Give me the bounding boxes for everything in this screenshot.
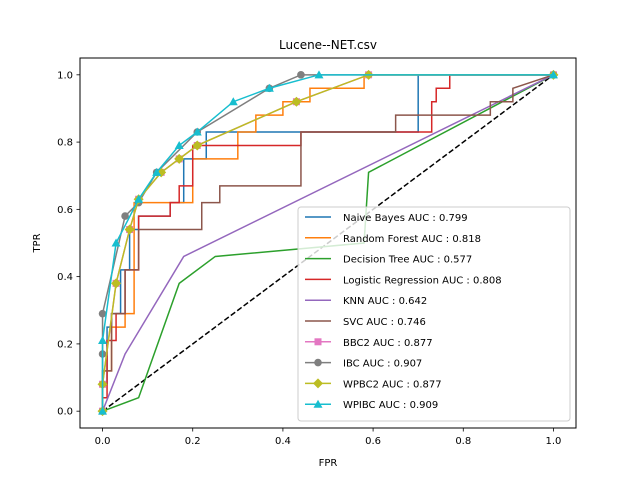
legend-label-6: BBC2 AUC : 0.877 — [343, 338, 433, 349]
series-7-point-3 — [121, 212, 129, 220]
series-8-point-6 — [174, 153, 185, 164]
series-line-4 — [101, 74, 554, 412]
series-9-point-4 — [152, 167, 162, 176]
legend-label-7: IBC AUC : 0.907 — [343, 359, 422, 370]
legend-label-3: Logistic Regression AUC : 0.808 — [343, 275, 502, 286]
series-8-point-8 — [291, 96, 302, 107]
series-7-point-8 — [297, 71, 305, 79]
x-axis-label: FPR — [319, 458, 338, 469]
legend-label-5: SVC AUC : 0.746 — [343, 317, 426, 328]
x-tick-label-2: 0.4 — [275, 436, 291, 447]
series-9-point-1 — [98, 336, 108, 345]
series-line-2 — [102, 74, 554, 412]
y-tick-label-1: 0.2 — [57, 339, 73, 350]
series-9-point-8 — [264, 83, 274, 92]
series-9-point-0 — [98, 406, 108, 415]
y-tick-label-5: 1.0 — [57, 70, 73, 81]
series-9-point-3 — [134, 194, 144, 203]
series-8-point-3 — [124, 224, 135, 235]
x-tick-label-3: 0.6 — [365, 436, 381, 447]
legend: Naive Bayes AUC : 0.799 Random Forest AUC… — [297, 206, 571, 422]
y-tick-label-3: 0.6 — [57, 205, 73, 216]
legend-label-0: Naive Bayes AUC : 0.799 — [343, 213, 468, 224]
series-group — [97, 69, 559, 417]
legend-label-2: Decision Tree AUC : 0.577 — [343, 255, 472, 266]
y-tick-label-2: 0.4 — [57, 272, 73, 283]
legend-marker-7 — [314, 358, 322, 367]
x-tick-label-5: 1.0 — [546, 436, 562, 447]
series-9-point-9 — [314, 70, 324, 79]
series-7-point-2 — [98, 309, 107, 318]
y-tick-label-0: 0.0 — [57, 407, 73, 418]
series-9-point-5 — [174, 140, 184, 149]
plot-frame — [79, 57, 577, 429]
legend-label-1: Random Forest AUC : 0.818 — [343, 234, 481, 245]
legend-marker-8 — [313, 378, 323, 389]
legend-label-9: WPIBC AUC : 0.909 — [343, 400, 438, 411]
chart-title: Lucene--NET.csv — [279, 38, 377, 52]
x-tick-label-4: 0.8 — [455, 436, 471, 447]
x-tick-label-0: 0.0 — [95, 436, 111, 447]
series-line-3 — [101, 74, 554, 412]
series-9-point-10 — [548, 70, 558, 79]
axis-ticks: 0.0 0.0 0.2 0.2 0.4 0.4 0.6 0.6 0.8 0.8 1.0 1.0 — [57, 70, 561, 447]
x-tick-label-1: 0.2 — [185, 436, 201, 447]
series-line-5 — [101, 74, 554, 412]
y-tick-label-4: 0.8 — [57, 138, 73, 149]
series-9-point-6 — [192, 127, 202, 136]
legend-marker-9 — [313, 399, 323, 408]
series-9-point-2 — [111, 238, 121, 247]
series-9-point-7 — [228, 97, 238, 106]
series-8-point-7 — [192, 140, 203, 151]
plot-area — [97, 69, 559, 417]
series-8-point-2 — [111, 278, 122, 289]
legend-marker-6 — [314, 338, 322, 346]
legend-box — [297, 206, 571, 422]
y-axis-label: TPR — [32, 233, 43, 253]
legend-label-4: KNN AUC : 0.642 — [343, 296, 427, 307]
legend-label-8: WPBC2 AUC : 0.877 — [343, 379, 442, 390]
